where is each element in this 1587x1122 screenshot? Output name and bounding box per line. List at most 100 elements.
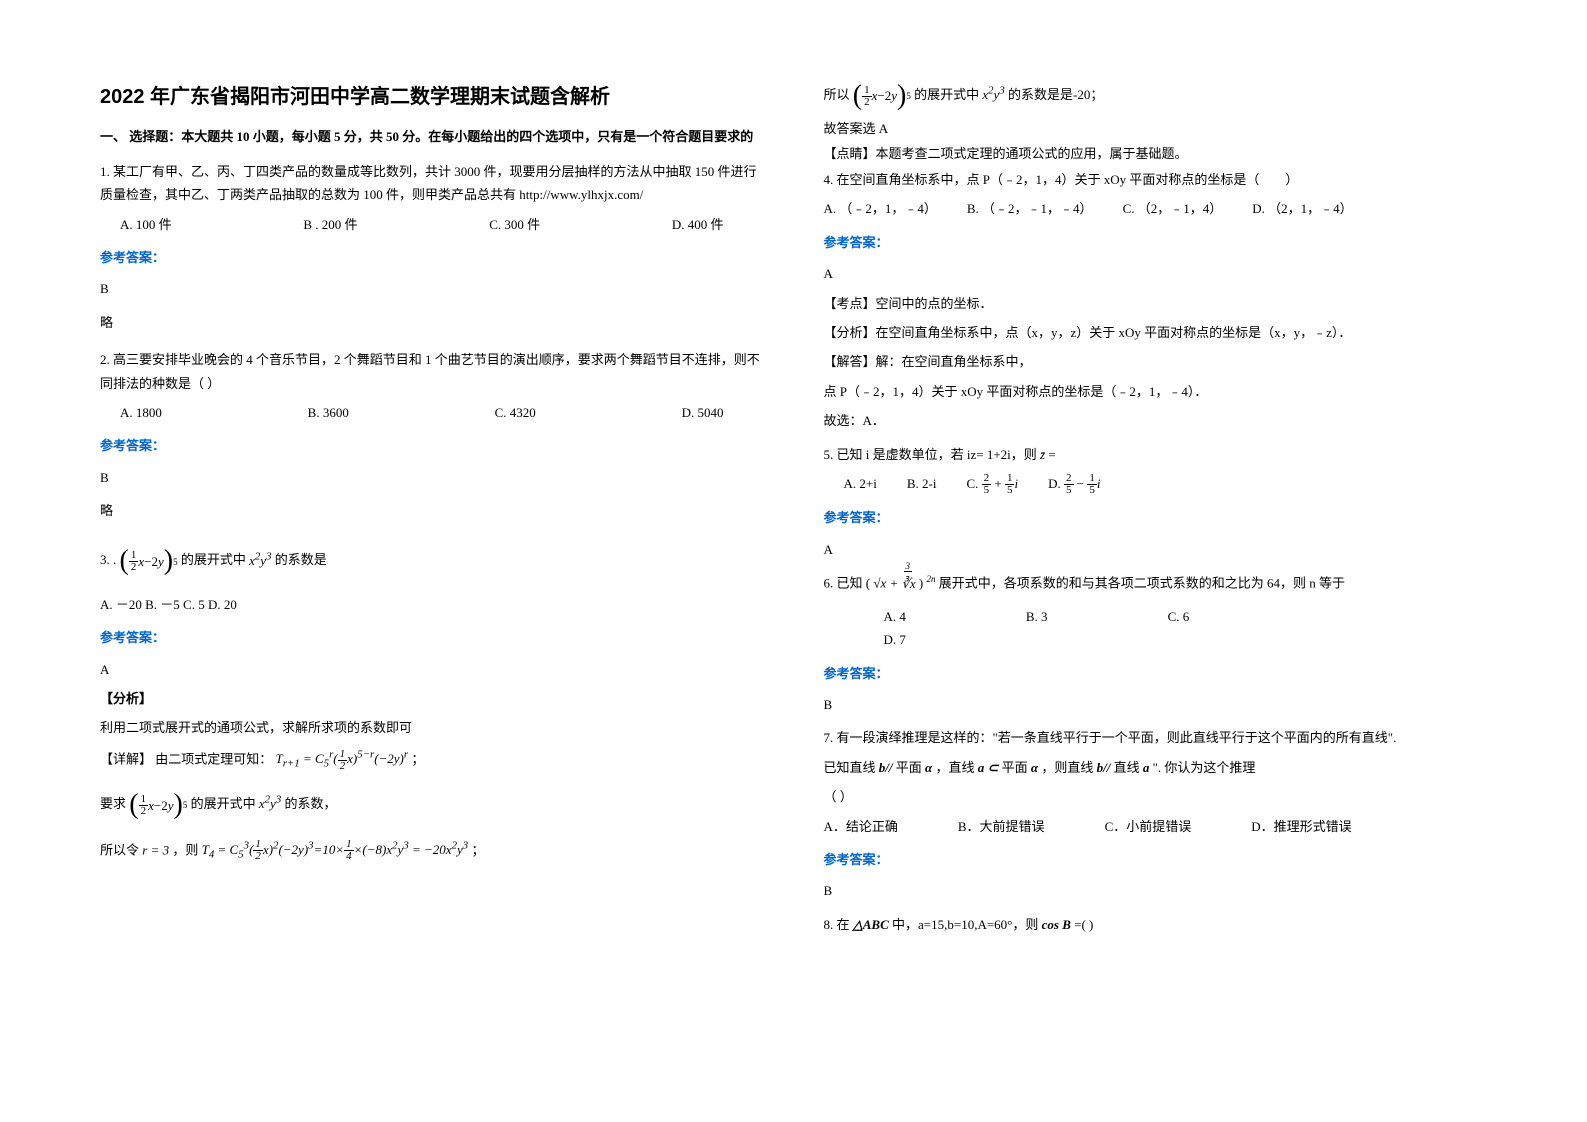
- q4-point: 【考点】空间中的点的坐标．: [824, 292, 1488, 315]
- q7-b1: b//: [879, 760, 893, 775]
- q7-a3: α: [1031, 760, 1038, 775]
- q7-blank: （ ）: [824, 785, 1488, 808]
- q4-opt-b: B. （﹣2，﹣1，﹣4）: [967, 197, 1093, 220]
- q3-detail: 【详解】 由二项式定理可知： Tr+1 = C5r(12x)5−r(−2y)r …: [100, 746, 764, 774]
- q4-opt-a: A. （﹣2，1，﹣4）: [824, 197, 937, 220]
- q7-answer: B: [824, 879, 1488, 902]
- question-1: 1. 某工厂有甲、乙、丙、丁四类产品的数量成等比数列，共计 3000 件，现要用…: [100, 160, 764, 344]
- page-title: 2022 年广东省揭阳市河田中学高二数学理期末试题含解析: [100, 80, 764, 109]
- q4-options: A. （﹣2，1，﹣4） B. （﹣2，﹣1，﹣4） C. （2，﹣1，4） D…: [824, 197, 1488, 220]
- q3-answer-label: 参考答案：: [100, 626, 764, 649]
- q3-xy3: x2y3: [982, 87, 1004, 102]
- q8-t3: =( ): [1074, 917, 1093, 932]
- q1-answer: B: [100, 277, 764, 300]
- q5-zbar: z̄: [1040, 447, 1045, 462]
- q3-analysis-label: 【分析】: [100, 687, 764, 710]
- q5-opt-c: C. 25 + 15i: [966, 472, 1018, 497]
- q7-t4: ，直线: [935, 760, 974, 775]
- q2-opt-c: C. 4320: [495, 401, 536, 424]
- q7-t7: 直线: [1114, 760, 1140, 775]
- q4-opt-d: D. （2，1，﹣4）: [1252, 197, 1352, 220]
- q4-analysis: 【分析】在空间直角坐标系中，点（x，y，z）关于 xOy 平面对称点的坐标是（x…: [824, 321, 1488, 344]
- q3-expr2: ( 12 x−2y )5: [129, 780, 187, 830]
- q7-text2: 已知直线 b// 平面 α ，直线 a ⊂ 平面 α ，则直线 b// 直线 a…: [824, 756, 1488, 779]
- q4-solve2: 点 P（﹣2，1，4）关于 xOy 平面对称点的坐标是（﹣2，1，﹣4）．: [824, 380, 1488, 403]
- q8-stem: 8. 在 △ABC 中，a=15,b=10,A=60°，则 cos B =( ): [824, 913, 1488, 936]
- q1-answer-label: 参考答案：: [100, 246, 764, 269]
- q7-a2: a ⊂: [978, 760, 999, 775]
- q2-answer-label: 参考答案：: [100, 434, 764, 457]
- section-header: 一、 选择题：本大题共 10 小题，每小题 5 分，共 50 分。在每小题给出的…: [100, 127, 764, 148]
- q6-t3: 展开式中，各项系数的和与其各项二项式系数的和之比为 64，则 n 等于: [939, 576, 1345, 591]
- question-4: 4. 在空间直角坐标系中，点 P（﹣2，1，4）关于 xOy 平面对称点的坐标是…: [824, 168, 1488, 439]
- q2-opt-b: B. 3600: [308, 401, 349, 424]
- q3-prefix: 3. .: [100, 553, 116, 568]
- q8-t2: 中，a=15,b=10,A=60°，则: [892, 917, 1038, 932]
- q6-opt-b: B. 3: [1026, 605, 1048, 628]
- q3-formula2: T4 = C53(12x)2(−2y)3=10×14×(−8)x2y3 = −2…: [202, 842, 472, 857]
- q7-a4: a: [1143, 760, 1150, 775]
- q7-opt-b: B．大前提错误: [958, 815, 1045, 838]
- q3-opts: A. －20 B. －5 C. 5 D. 20: [100, 593, 764, 616]
- q3-need: 要求 ( 12 x−2y )5 的展开式中 x2y3 的系数，: [100, 780, 764, 830]
- q2-brief: 略: [100, 499, 764, 522]
- q5-answer-label: 参考答案：: [824, 506, 1488, 529]
- q6-answer: B: [824, 693, 1488, 716]
- col2-conclusion: 故答案选 A: [824, 118, 1488, 137]
- col2-so-prefix: 所以: [824, 87, 850, 102]
- q6-expr: √x + 3∛x: [873, 576, 915, 591]
- question-8: 8. 在 △ABC 中，a=15,b=10,A=60°，则 cos B =( ): [824, 913, 1488, 942]
- q7-opt-a: A．结论正确: [824, 815, 898, 838]
- q1-opt-b: B . 200 件: [303, 213, 357, 236]
- question-5: 5. 已知 i 是虚数单位，若 iz= 1+2i，则 z̄ = A. 2+i B…: [824, 443, 1488, 568]
- q7-t2: 已知直线: [824, 760, 876, 775]
- q3-xy2: x2y3: [259, 796, 281, 811]
- q1-brief: 略: [100, 311, 764, 334]
- q3-r3: ，则: [172, 842, 198, 857]
- question-3: 3. . ( 12 x−2y )5 的展开式中 x2y3 的系数是 A. －20…: [100, 536, 764, 871]
- q3-analysis: 利用二项式展开式的通项公式，求解所求项的系数即可: [100, 716, 764, 739]
- q6-options-row1: A. 4 B. 3 C. 6: [884, 605, 1488, 628]
- right-column: 所以 ( 12 x−2y )5 的展开式中 x2y3 的系数是是-20； 故答案…: [824, 80, 1488, 1102]
- q5-eq: =: [1048, 447, 1055, 462]
- q7-opt-c: C．小前提错误: [1105, 815, 1192, 838]
- q3-mid: 的展开式中: [181, 553, 246, 568]
- q5-options: A. 2+i B. 2-i C. 25 + 15i D. 25 − 15i: [844, 472, 1488, 497]
- q6-opt-c: C. 6: [1168, 605, 1190, 628]
- q3-so-prefix: 所以令: [100, 842, 139, 857]
- left-column: 2022 年广东省揭阳市河田中学高二数学理期末试题含解析 一、 选择题：本大题共…: [100, 80, 764, 1102]
- q2-answer: B: [100, 466, 764, 489]
- q6-opt-a: A. 4: [884, 605, 906, 628]
- q1-text: 1. 某工厂有甲、乙、丙、丁四类产品的数量成等比数列，共计 3000 件，现要用…: [100, 160, 764, 207]
- q4-solve1: 【解答】解：在空间直角坐标系中，: [824, 350, 1488, 373]
- q8-t1: 8. 在: [824, 917, 850, 932]
- q8-cos: cos B: [1042, 917, 1071, 932]
- q7-t6: ，则直线: [1041, 760, 1093, 775]
- q7-t8: ". 你认为这个推理: [1153, 760, 1256, 775]
- q7-t5: 平面: [1002, 760, 1028, 775]
- q5-opt-b: B. 2-i: [907, 472, 937, 495]
- col2-so-mid: 的展开式中: [914, 87, 979, 102]
- question-6: 6. 已知 ( √x + 3∛x ) 2n 展开式中，各项系数的和与其各项二项式…: [824, 571, 1488, 722]
- q7-t3: 平面: [896, 760, 922, 775]
- q2-opt-d: D. 5040: [682, 401, 724, 424]
- q3-need-mid: 的展开式中: [191, 796, 256, 811]
- q3-r: r = 3: [142, 842, 172, 857]
- q7-opt-d: D．推理形式错误: [1251, 815, 1351, 838]
- q3-continuation: 所以 ( 12 x−2y )5 的展开式中 x2y3 的系数是是-20；: [824, 80, 1488, 112]
- q7-b2: b//: [1097, 760, 1111, 775]
- q4-opt-c: C. （2，﹣1，4）: [1123, 197, 1223, 220]
- q2-text: 2. 高三要安排毕业晚会的 4 个音乐节目，2 个舞蹈节目和 1 个曲艺节目的演…: [100, 348, 764, 395]
- q3-stem: 3. . ( 12 x−2y )5 的展开式中 x2y3 的系数是: [100, 536, 764, 586]
- q5-opt-a: A. 2+i: [844, 472, 877, 495]
- q1-opt-a: A. 100 件: [120, 213, 172, 236]
- col2-so-suffix: 的系数是是-20；: [1008, 87, 1103, 102]
- question-7: 7. 有一段演绎推理是这样的："若一条直线平行于一个平面，则此直线平行于这个平面…: [824, 726, 1488, 908]
- q8-tri: △ABC: [853, 917, 889, 932]
- q7-a1: α: [925, 760, 932, 775]
- q6-stem: 6. 已知 ( √x + 3∛x ) 2n 展开式中，各项系数的和与其各项二项式…: [824, 571, 1488, 595]
- q2-options: A. 1800 B. 3600 C. 4320 D. 5040: [120, 401, 764, 424]
- q6-opt-d: D. 7: [884, 628, 1488, 651]
- q5-text: 5. 已知 i 是虚数单位，若 iz= 1+2i，则 z̄ =: [824, 443, 1488, 466]
- q1-options: A. 100 件 B . 200 件 C. 300 件 D. 400 件: [120, 213, 764, 236]
